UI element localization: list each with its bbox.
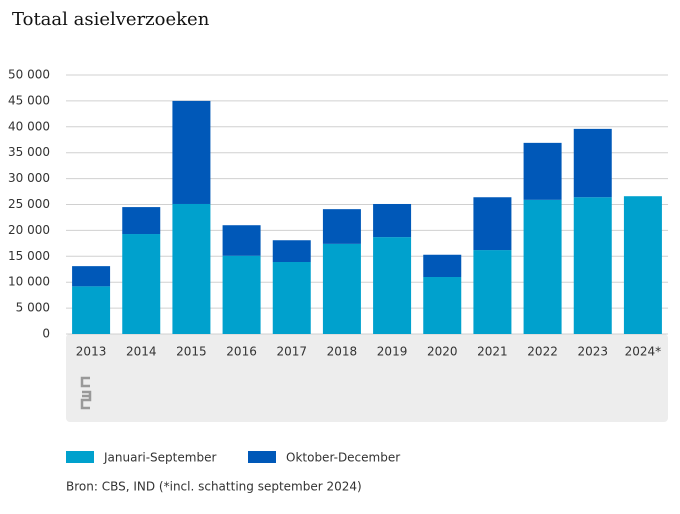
x-tick-label: 2013 (76, 345, 107, 359)
bar-segment (322, 209, 361, 244)
legend-swatch (248, 451, 276, 463)
y-tick-label: 40 000 (8, 119, 50, 133)
bar-segment (122, 234, 161, 334)
y-tick-label: 35 000 (8, 145, 50, 159)
x-tick-label: 2015 (176, 345, 207, 359)
y-tick-label: 0 (42, 327, 50, 341)
bar-segment (172, 100, 211, 204)
x-tick-label: 2021 (477, 345, 508, 359)
y-tick-label: 50 000 (8, 68, 50, 82)
x-tick-label: 2023 (577, 345, 608, 359)
x-tick-label: 2014 (126, 345, 157, 359)
bar-segment (322, 243, 361, 334)
y-tick-label: 20 000 (8, 223, 50, 237)
bar-segment (473, 250, 512, 334)
axis-band (66, 334, 668, 422)
bar-segment (272, 240, 311, 262)
x-tick-label: 2024* (625, 345, 662, 359)
x-tick-label: 2020 (427, 345, 458, 359)
x-tick-label: 2017 (276, 345, 307, 359)
bar-segment (573, 128, 612, 198)
y-tick-label: 15 000 (8, 249, 50, 263)
bar-segment (72, 286, 111, 334)
y-tick-label: 25 000 (8, 197, 50, 211)
x-tick-label: 2019 (377, 345, 408, 359)
x-tick-label: 2018 (327, 345, 358, 359)
bar-segment (423, 254, 462, 278)
bar-segment (122, 207, 161, 235)
logo (80, 376, 92, 410)
source-note: Bron: CBS, IND (*incl. schatting septemb… (66, 480, 362, 494)
bar-segment (373, 203, 412, 238)
legend-swatch (66, 451, 94, 463)
bar-segment (423, 277, 462, 334)
bar-segment (72, 266, 111, 287)
bar-segment (523, 199, 562, 334)
y-tick-label: 30 000 (8, 171, 50, 185)
bar-segment (473, 197, 512, 251)
bar-segment (573, 197, 612, 334)
bar-segment (523, 142, 562, 200)
x-tick-label: 2016 (226, 345, 257, 359)
bar-segment (272, 261, 311, 334)
y-tick-label: 5 000 (16, 301, 50, 315)
bar-segment (623, 196, 662, 334)
x-tick-label: 2022 (527, 345, 558, 359)
y-tick-label: 45 000 (8, 93, 50, 107)
chart-title: Totaal asielverzoeken (12, 9, 210, 30)
legend-label: Oktober-December (286, 451, 400, 465)
bar-segment (222, 225, 261, 256)
bar-segment (172, 203, 211, 334)
bar-segment (222, 255, 261, 334)
y-tick-label: 10 000 (8, 275, 50, 289)
legend-label: Januari-September (103, 451, 216, 465)
bar-segment (373, 237, 412, 334)
